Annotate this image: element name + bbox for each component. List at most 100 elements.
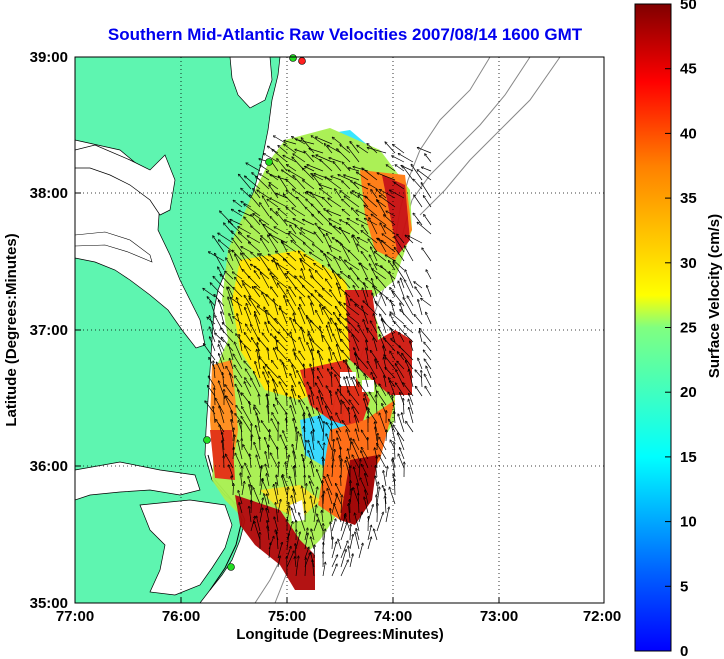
velocity-vector bbox=[364, 374, 369, 388]
velocity-vector bbox=[286, 534, 289, 550]
velocity-vector bbox=[221, 337, 234, 352]
velocity-vector bbox=[421, 299, 432, 307]
velocity-vector bbox=[323, 308, 333, 325]
velocity-vector bbox=[386, 430, 387, 442]
velocity-vector bbox=[426, 312, 432, 325]
velocity-vector bbox=[311, 136, 324, 145]
velocity-vector bbox=[355, 305, 369, 316]
velocity-vector bbox=[415, 287, 423, 298]
velocity-vector bbox=[394, 442, 395, 460]
velocity-vector bbox=[357, 244, 369, 253]
velocity-vector bbox=[329, 219, 342, 226]
velocity-vector bbox=[405, 235, 414, 244]
velocity-vector bbox=[337, 431, 342, 442]
velocity-vector bbox=[327, 234, 333, 244]
velocity-vector bbox=[331, 367, 342, 379]
station-marker-green bbox=[203, 436, 211, 444]
velocity-vector bbox=[376, 190, 387, 199]
velocity-vector bbox=[269, 185, 279, 199]
velocity-vector bbox=[409, 394, 414, 406]
velocity-vector bbox=[242, 281, 252, 289]
velocity-vector bbox=[283, 362, 288, 379]
velocity-vector bbox=[307, 165, 324, 172]
velocity-vector bbox=[288, 254, 297, 262]
velocity-vector bbox=[376, 487, 380, 505]
velocity-vector bbox=[367, 361, 378, 379]
velocity-vector bbox=[278, 146, 288, 154]
velocity-vector bbox=[381, 241, 396, 253]
velocity-vector bbox=[232, 231, 243, 244]
velocity-vector bbox=[230, 373, 234, 388]
velocity-vector bbox=[348, 250, 360, 262]
velocity-vector bbox=[235, 277, 243, 289]
velocity-vector bbox=[350, 481, 351, 496]
velocity-vector bbox=[312, 215, 324, 226]
velocity-vector bbox=[371, 214, 387, 226]
velocity-vector bbox=[268, 543, 270, 559]
velocity-vector bbox=[270, 209, 279, 217]
velocity-vector bbox=[365, 196, 378, 208]
velocity-vector bbox=[322, 562, 325, 577]
velocity-vector bbox=[405, 270, 414, 289]
velocity-vector bbox=[336, 323, 342, 343]
velocity-vector bbox=[357, 367, 360, 379]
velocity-vector bbox=[245, 378, 252, 388]
velocity-vector bbox=[276, 212, 288, 226]
velocity-vector bbox=[353, 488, 360, 505]
velocity-vector bbox=[311, 276, 324, 289]
velocity-vector bbox=[255, 362, 261, 379]
velocity-vector bbox=[299, 400, 306, 415]
velocity-vector bbox=[419, 331, 423, 343]
velocity-vector bbox=[350, 268, 360, 280]
velocity-vector bbox=[374, 529, 378, 541]
velocity-vector bbox=[337, 149, 351, 163]
velocity-vector bbox=[303, 220, 315, 226]
velocity-vector bbox=[253, 189, 261, 199]
velocity-vector bbox=[395, 165, 405, 172]
velocity-vector bbox=[228, 287, 234, 298]
velocity-vector bbox=[400, 310, 414, 325]
velocity-vector bbox=[272, 413, 279, 424]
velocity-vector bbox=[233, 448, 234, 460]
velocity-vector bbox=[389, 272, 396, 289]
velocity-vector bbox=[347, 377, 351, 388]
velocity-vector bbox=[392, 156, 405, 163]
velocity-vector bbox=[295, 432, 298, 451]
velocity-vector bbox=[267, 199, 279, 208]
velocity-vector bbox=[295, 556, 299, 577]
velocity-vector bbox=[300, 297, 306, 307]
y-tick-label: 39:00 bbox=[30, 49, 68, 66]
velocity-vector bbox=[340, 228, 351, 244]
velocity-vector bbox=[339, 315, 351, 325]
velocity-vector bbox=[241, 253, 252, 271]
velocity-vector bbox=[316, 137, 333, 145]
velocity-vector bbox=[351, 378, 360, 397]
velocity-vector bbox=[225, 385, 234, 397]
velocity-vector bbox=[278, 462, 279, 478]
velocity-vector bbox=[358, 459, 360, 478]
velocity-vector bbox=[330, 509, 333, 523]
station-marker-green bbox=[289, 54, 297, 62]
velocity-vector bbox=[257, 190, 270, 199]
velocity-vector bbox=[416, 387, 423, 397]
velocity-vector bbox=[241, 422, 242, 442]
velocity-vector bbox=[295, 287, 306, 298]
colorbar-tick-label: 15 bbox=[680, 449, 697, 466]
velocity-vector bbox=[330, 224, 342, 235]
velocity-vector bbox=[312, 560, 315, 577]
velocity-vector bbox=[232, 250, 243, 262]
velocity-vector bbox=[290, 374, 297, 388]
velocity-vector bbox=[391, 300, 396, 316]
velocity-vector bbox=[286, 447, 287, 460]
velocity-vector bbox=[425, 386, 432, 397]
velocity-vector bbox=[341, 340, 351, 352]
velocity-vector bbox=[299, 351, 306, 361]
velocity-vector bbox=[331, 417, 342, 433]
velocity-vector bbox=[331, 542, 336, 559]
velocity-vector bbox=[260, 220, 270, 235]
velocity-vector bbox=[310, 252, 324, 262]
velocity-vector bbox=[331, 459, 333, 478]
velocity-vector bbox=[270, 453, 279, 469]
velocity-vector bbox=[293, 219, 306, 226]
map-title: Southern Mid-Atlantic Raw Velocities 200… bbox=[108, 25, 583, 44]
